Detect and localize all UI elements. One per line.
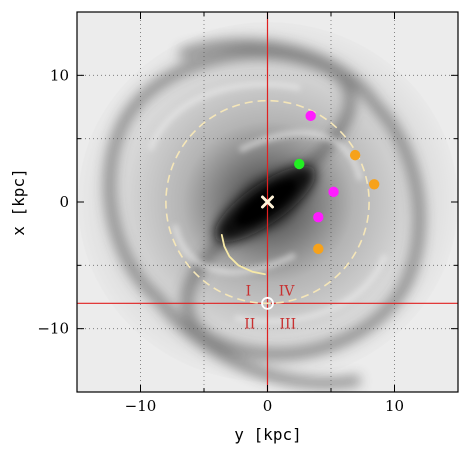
data-point <box>313 212 324 223</box>
data-point <box>328 186 339 198</box>
markers <box>261 195 274 310</box>
y-tick-label: 0 <box>59 193 69 211</box>
yellow-arc <box>220 234 266 276</box>
data-points <box>294 110 380 255</box>
data-point <box>368 179 380 190</box>
sun-marker-icon <box>261 296 274 310</box>
quadrant-label: II <box>244 317 255 333</box>
center-cross-icon <box>261 195 274 209</box>
tick-labels: −10 0 10 −10 0 10 <box>37 66 404 415</box>
grid-lines <box>77 12 458 392</box>
axis-ticks <box>77 12 458 392</box>
y-axis-title: x [kpc] <box>9 168 28 235</box>
dashed-circle <box>165 99 370 305</box>
x-tick-label: 0 <box>263 397 273 415</box>
y-tick-label: 10 <box>50 66 69 84</box>
data-point <box>313 243 324 255</box>
data-point <box>294 158 305 170</box>
y-tick-label: −10 <box>37 320 69 338</box>
arc-line <box>220 234 266 276</box>
data-point <box>305 110 316 122</box>
x-tick-label: −10 <box>125 397 157 415</box>
quadrant-label: I <box>246 284 252 300</box>
data-point <box>349 149 361 161</box>
quadrant-label: IV <box>279 284 296 300</box>
quadrant-label: III <box>280 317 297 333</box>
x-tick-label: 10 <box>385 397 404 415</box>
x-axis-title: y [kpc] <box>234 425 301 444</box>
solar-circle <box>165 99 370 305</box>
